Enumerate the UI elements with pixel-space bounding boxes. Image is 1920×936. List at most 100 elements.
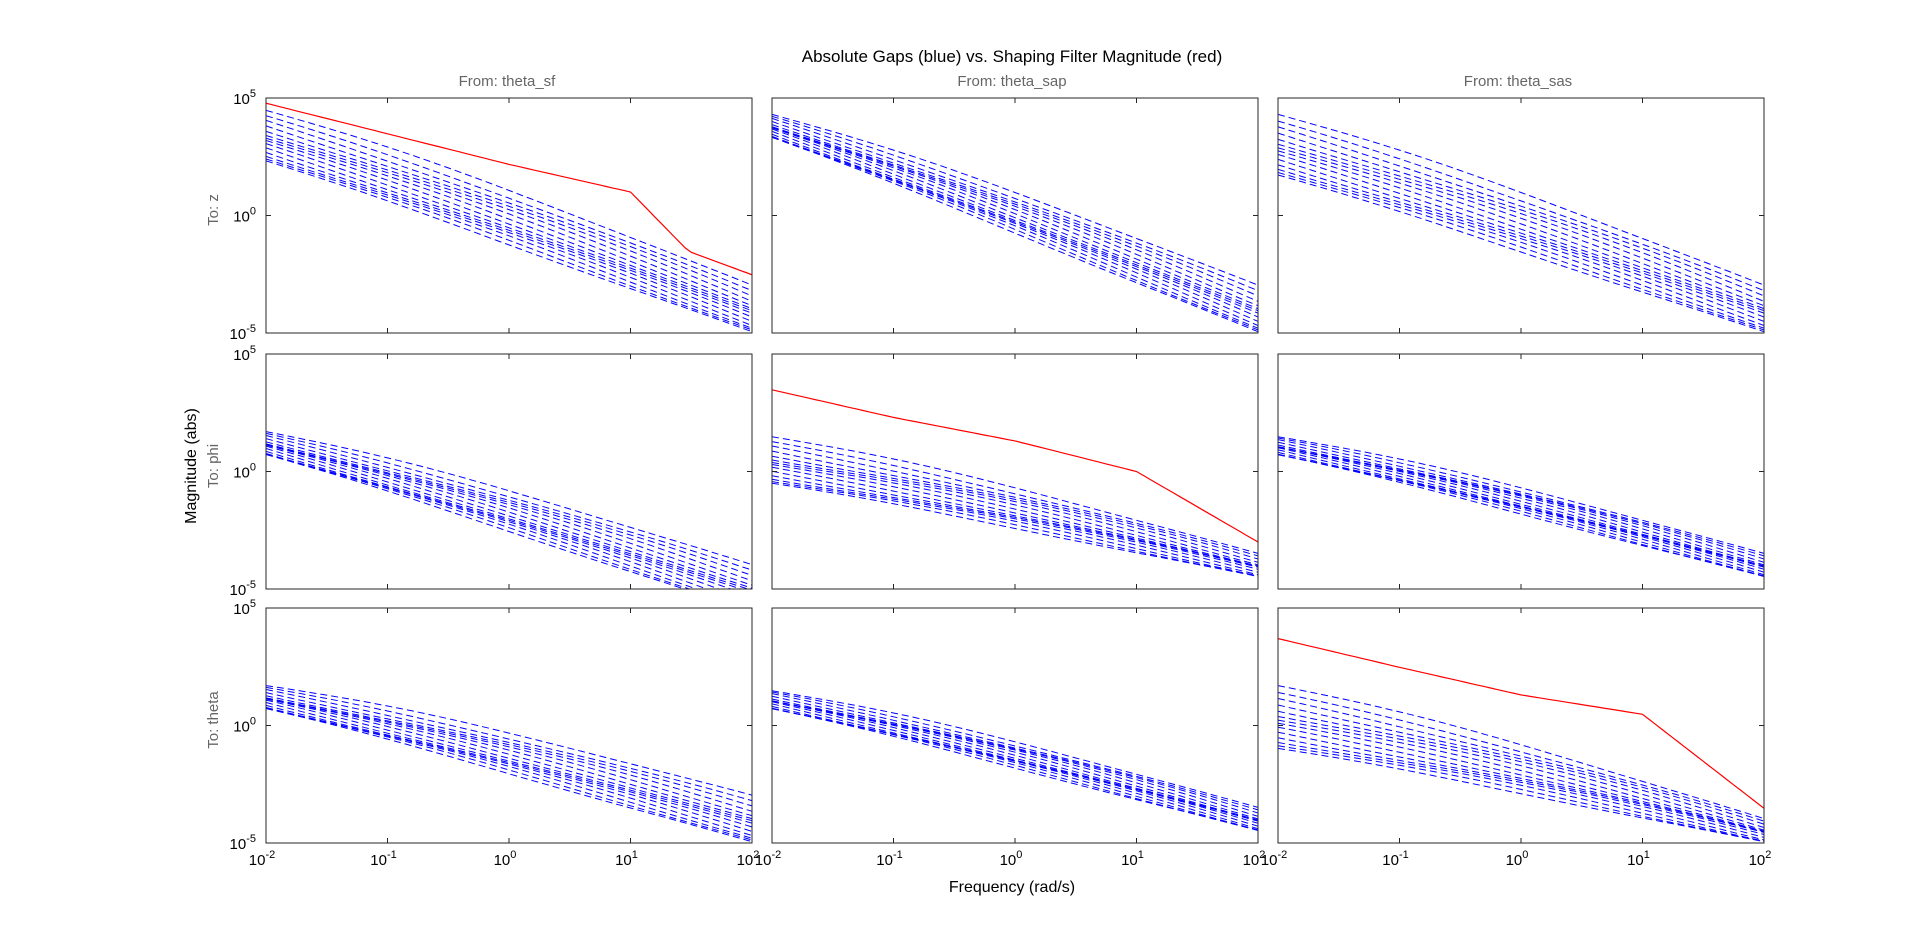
panel-phi-theta-sas xyxy=(1277,353,1765,590)
panel-theta-theta-sap-gap-lines xyxy=(772,690,1258,831)
gap-line xyxy=(266,160,752,333)
gap-line xyxy=(1278,731,1764,838)
gap-line xyxy=(1278,454,1764,577)
gap-line xyxy=(1278,698,1764,825)
gap-line xyxy=(1278,716,1764,832)
gap-line xyxy=(1278,439,1764,560)
x-tick-label: 101 xyxy=(615,849,638,869)
y-tick-label: 105 xyxy=(233,344,256,364)
panel-z-theta-sap-gap-lines xyxy=(772,113,1258,333)
gap-line xyxy=(1278,158,1764,322)
gap-line xyxy=(1278,685,1764,820)
gap-line xyxy=(266,450,709,589)
filter-line xyxy=(1278,638,1764,809)
gap-line xyxy=(772,462,1258,567)
gap-line xyxy=(1278,147,1764,312)
column-header-theta-sap: From: theta_sap xyxy=(957,73,1066,90)
gap-line xyxy=(772,130,1258,322)
panel-theta-theta-sf-gap-lines xyxy=(266,685,752,843)
panel-z-theta-sas xyxy=(1277,97,1765,334)
gap-line xyxy=(1278,437,1764,557)
gap-line xyxy=(772,707,1258,831)
y-tick-label: 10-5 xyxy=(230,579,256,599)
gap-line xyxy=(1278,449,1764,573)
gap-line xyxy=(266,445,733,589)
gap-line xyxy=(1278,446,1764,567)
axes-box xyxy=(265,353,753,590)
x-tick-label: 100 xyxy=(494,849,517,869)
axes-box xyxy=(1277,97,1765,334)
gap-line xyxy=(1278,120,1764,292)
gap-line xyxy=(1278,737,1764,841)
gap-line xyxy=(266,692,752,812)
gap-line xyxy=(1278,451,1764,576)
gap-line xyxy=(266,137,752,312)
gap-line xyxy=(772,698,1258,820)
gap-line xyxy=(772,478,1258,577)
panel-phi-theta-sf-gap-lines xyxy=(266,431,752,589)
gap-line xyxy=(266,152,752,326)
gap-line xyxy=(1278,126,1764,297)
gap-line xyxy=(772,127,1258,314)
gap-line xyxy=(1278,742,1764,842)
gap-line xyxy=(772,693,1258,814)
gap-line xyxy=(772,445,1258,560)
gap-line xyxy=(772,450,1258,563)
axes-box xyxy=(265,607,753,844)
gap-line xyxy=(266,695,752,817)
gap-line xyxy=(1278,436,1764,554)
gap-line xyxy=(266,109,752,286)
gap-line xyxy=(1278,168,1764,329)
gap-line xyxy=(1278,453,1764,577)
gap-line xyxy=(266,707,752,841)
x-tick-label: 10-2 xyxy=(755,849,781,869)
gap-line xyxy=(1278,164,1764,326)
gap-line xyxy=(266,453,699,589)
gap-line xyxy=(1278,446,1764,568)
gap-line xyxy=(266,708,752,843)
gap-line xyxy=(266,158,752,331)
gap-line xyxy=(1278,154,1764,318)
gap-line xyxy=(1278,446,1764,567)
gap-line xyxy=(1278,454,1764,577)
gap-line xyxy=(1278,692,1764,822)
gap-line xyxy=(266,119,752,297)
gap-line xyxy=(772,481,1258,577)
gap-line xyxy=(1278,143,1764,310)
gap-line xyxy=(772,482,1258,577)
axes-box xyxy=(1277,607,1765,844)
x-tick-label: 10-1 xyxy=(370,849,396,869)
panel-z-theta-sas-gap-lines xyxy=(1278,113,1764,333)
gap-line xyxy=(266,438,752,582)
row-label-theta: To: theta xyxy=(205,691,222,749)
row-label-z: To: z xyxy=(205,194,222,226)
panel-theta-theta-sf: 105 100 10-510-2 10-1 100 101 102 xyxy=(230,598,760,869)
x-tick-label: 10-1 xyxy=(1382,849,1408,869)
figure-title: Absolute Gaps (blue) vs. Shaping Filter … xyxy=(802,47,1222,66)
gap-line xyxy=(772,121,1258,302)
gap-line xyxy=(266,432,752,571)
gap-line xyxy=(266,431,752,566)
gap-line xyxy=(266,698,752,822)
gap-line xyxy=(1278,174,1764,333)
x-tick-label: 100 xyxy=(1506,849,1529,869)
y-tick-label: 105 xyxy=(233,598,256,618)
figure-xlabel: Frequency (rad/s) xyxy=(949,879,1075,896)
gap-line xyxy=(1278,444,1764,566)
figure-ylabel: Magnitude (abs) xyxy=(183,408,200,524)
gap-line xyxy=(772,124,1258,307)
gap-line xyxy=(266,686,752,802)
gap-line xyxy=(266,707,752,839)
gap-line xyxy=(266,130,752,307)
panel-phi-theta-sf: 105 100 10-5 xyxy=(230,344,753,599)
axes-box xyxy=(771,607,1259,844)
gap-line xyxy=(266,698,752,824)
gap-line xyxy=(266,454,687,589)
column-header-theta-sf: From: theta_sf xyxy=(459,73,557,90)
gap-line xyxy=(1278,710,1764,831)
panel-z-theta-sap xyxy=(771,97,1259,334)
gap-line xyxy=(266,115,752,292)
gap-line xyxy=(772,117,1258,297)
filter-line xyxy=(772,389,1258,543)
